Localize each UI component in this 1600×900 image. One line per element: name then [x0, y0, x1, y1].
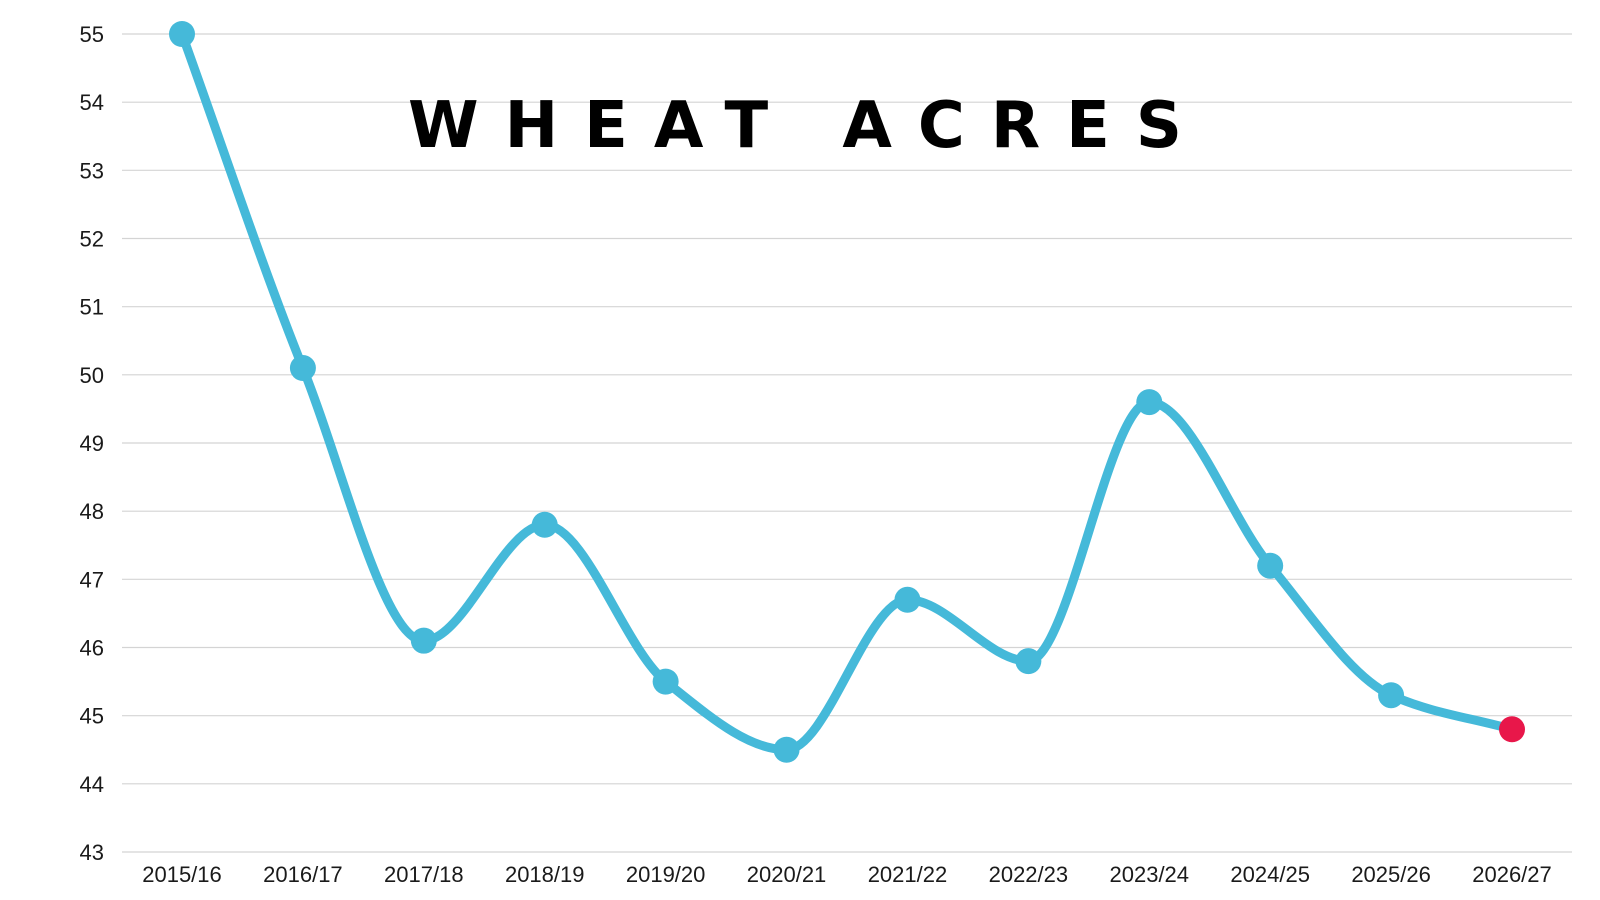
x-tick-label: 2016/17: [263, 862, 343, 887]
gridlines: [122, 33, 1572, 853]
y-tick-label: 51: [80, 295, 104, 320]
y-tick-label: 44: [80, 772, 104, 797]
x-tick-label: 2020/21: [747, 862, 827, 887]
data-point: [531, 511, 558, 538]
data-point: [1136, 389, 1163, 416]
chart-title: WHEAT ACRES: [408, 89, 1208, 163]
data-point: [652, 668, 679, 695]
x-tick-label: 2015/16: [142, 862, 222, 887]
x-tick-label: 2026/27: [1472, 862, 1552, 887]
y-axis-ticks: 43 44 45 46 47 48 49 50 51 52 53 54 55: [80, 22, 104, 865]
data-point: [894, 586, 921, 613]
data-point: [289, 355, 316, 382]
y-tick-label: 49: [80, 431, 104, 456]
x-tick-label: 2017/18: [384, 862, 464, 887]
y-tick-label: 47: [80, 567, 104, 592]
y-tick-label: 54: [80, 90, 104, 115]
y-tick-label: 45: [80, 704, 104, 729]
series-line-group: [177, 29, 1517, 755]
data-point: [169, 21, 195, 47]
x-axis-ticks: 2015/16 2016/17 2017/18 2018/19 2019/20 2020/…: [142, 862, 1552, 887]
y-tick-label: 50: [80, 363, 104, 388]
x-tick-label: 2024/25: [1230, 862, 1310, 887]
y-tick-label: 46: [80, 636, 104, 661]
data-point: [1015, 648, 1042, 675]
data-point: [1257, 552, 1284, 579]
y-tick-label: 53: [80, 158, 104, 183]
y-tick-label: 52: [80, 227, 104, 252]
x-tick-label: 2018/19: [505, 862, 585, 887]
highlighted-data-point: [1499, 716, 1525, 743]
y-tick-label: 43: [80, 840, 104, 865]
data-point: [410, 627, 437, 654]
data-point: [773, 736, 800, 763]
data-point: [1378, 682, 1405, 709]
x-tick-label: 2025/26: [1351, 862, 1431, 887]
x-tick-label: 2021/22: [868, 862, 948, 887]
series-line: [177, 29, 1517, 755]
x-tick-label: 2019/20: [626, 862, 706, 887]
y-tick-label: 55: [80, 22, 104, 47]
y-tick-label: 48: [80, 499, 104, 524]
data-points: [169, 21, 1525, 763]
x-tick-label: 2022/23: [989, 862, 1069, 887]
x-tick-label: 2023/24: [1110, 862, 1190, 887]
